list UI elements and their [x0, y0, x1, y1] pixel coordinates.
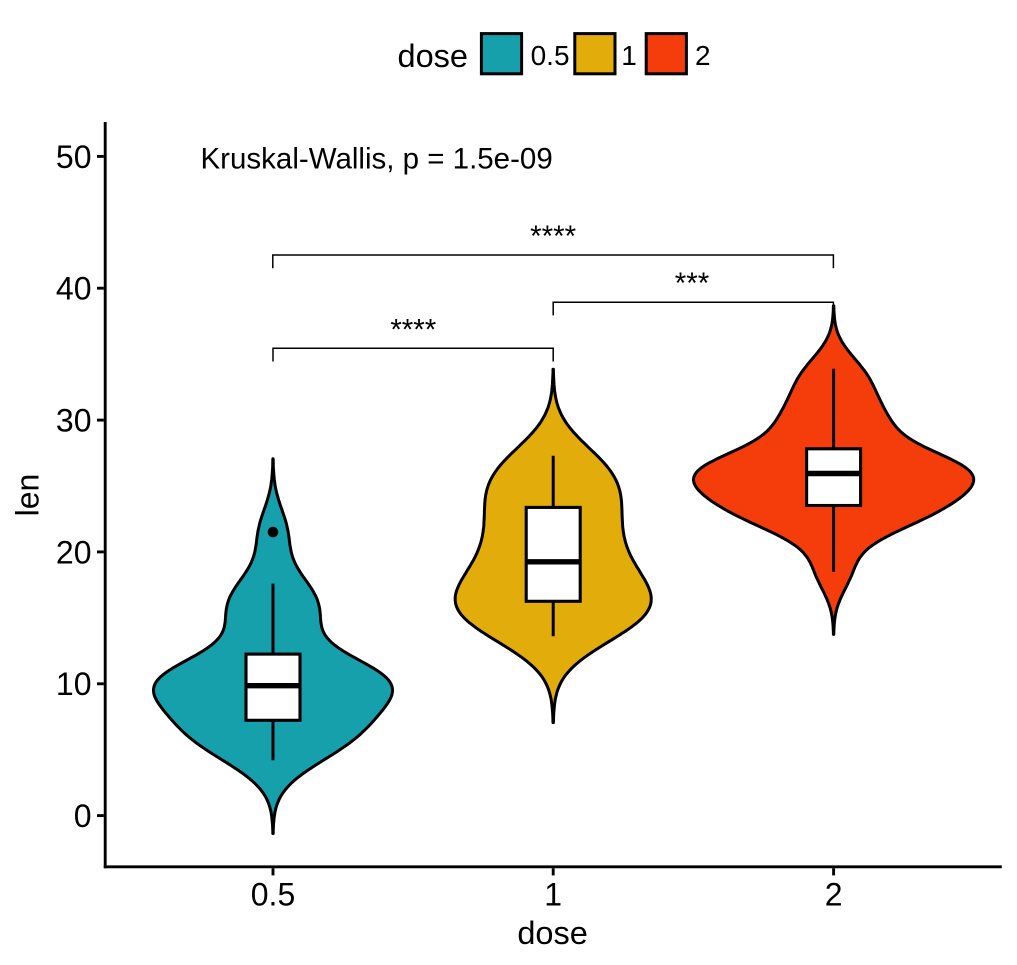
- svg-text:dose: dose: [398, 38, 468, 74]
- svg-text:30: 30: [56, 403, 92, 439]
- svg-text:1: 1: [544, 876, 562, 912]
- svg-text:0.5: 0.5: [251, 876, 295, 912]
- svg-text:50: 50: [56, 139, 92, 175]
- svg-text:2: 2: [695, 40, 711, 71]
- svg-text:***: ***: [675, 267, 710, 300]
- svg-text:10: 10: [56, 666, 92, 702]
- svg-text:40: 40: [56, 271, 92, 307]
- svg-text:0.5: 0.5: [531, 40, 570, 71]
- svg-text:20: 20: [56, 534, 92, 570]
- svg-text:****: ****: [530, 220, 576, 253]
- svg-text:2: 2: [825, 876, 843, 912]
- svg-text:len: len: [10, 474, 46, 517]
- svg-text:****: ****: [390, 314, 436, 347]
- svg-text:dose: dose: [517, 915, 587, 951]
- svg-text:0: 0: [74, 798, 92, 834]
- svg-text:1: 1: [621, 40, 637, 71]
- svg-text:Kruskal-Wallis, p = 1.5e-09: Kruskal-Wallis, p = 1.5e-09: [201, 142, 553, 175]
